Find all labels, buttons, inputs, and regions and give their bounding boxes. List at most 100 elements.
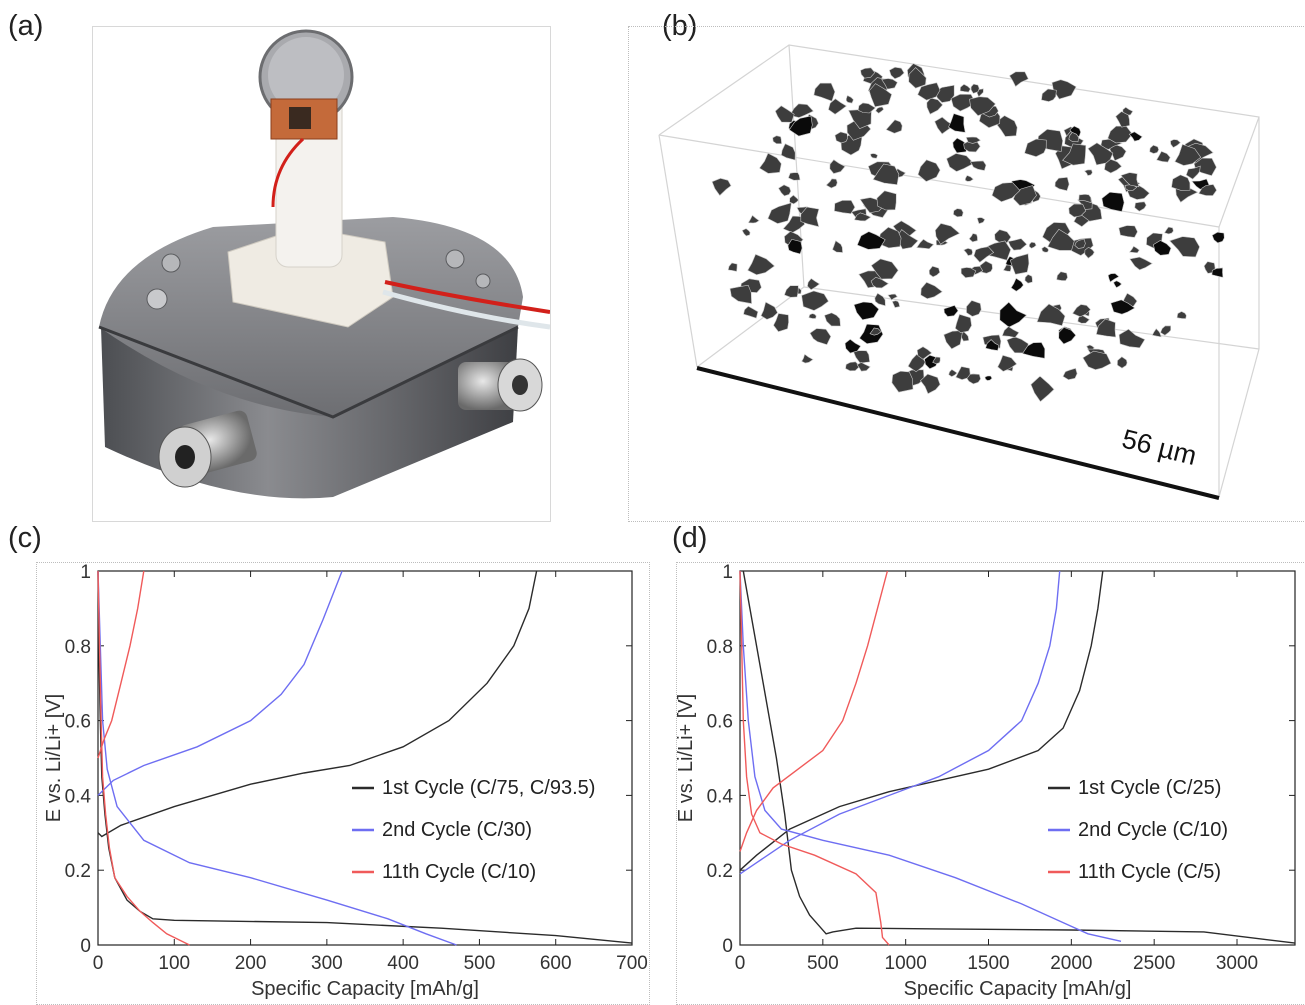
particle — [875, 106, 884, 114]
particle — [916, 238, 935, 250]
particle — [828, 98, 847, 115]
particle — [874, 292, 886, 307]
particle — [1078, 193, 1092, 204]
series-line-discharge — [97, 570, 457, 946]
particle — [991, 182, 1021, 203]
particle — [1054, 176, 1070, 192]
particle — [1084, 169, 1093, 176]
series-line-charge — [97, 570, 538, 838]
particle — [801, 353, 814, 364]
particle — [943, 330, 964, 350]
y-tick-label: 0.2 — [65, 861, 91, 882]
particle — [997, 354, 1018, 372]
particle — [1030, 375, 1055, 403]
particle — [994, 229, 1012, 244]
particle — [747, 253, 775, 276]
particle — [727, 262, 738, 272]
particle — [970, 83, 980, 94]
series-line-discharge — [742, 570, 1296, 944]
series-line-charge — [739, 570, 1104, 871]
particle — [985, 339, 1000, 351]
particle — [1164, 226, 1174, 235]
x-tick-label: 1000 — [885, 953, 927, 974]
particle — [1128, 131, 1143, 142]
particle — [917, 159, 941, 182]
particle — [1068, 203, 1087, 218]
particle — [952, 137, 968, 154]
y-tick-label: 0.6 — [65, 712, 91, 733]
particle — [966, 300, 982, 317]
particle — [1160, 325, 1172, 336]
particle — [1024, 274, 1033, 284]
particle — [1095, 318, 1117, 338]
particle — [1001, 326, 1020, 338]
particle — [1009, 253, 1030, 275]
x-tick-label: 1500 — [967, 953, 1009, 974]
particle — [1153, 240, 1172, 256]
particle — [729, 284, 752, 304]
particle — [1022, 342, 1046, 359]
particle — [1115, 111, 1130, 128]
particle — [1151, 328, 1162, 338]
x-tick-label: 600 — [540, 953, 572, 974]
tomography-render: 56 µm — [658, 44, 1260, 500]
series-line-charge — [97, 570, 343, 796]
particle — [948, 369, 958, 377]
particle — [926, 97, 944, 115]
particle — [1072, 304, 1091, 318]
particle — [801, 290, 829, 311]
particle — [955, 366, 971, 381]
particle — [824, 312, 841, 327]
y-axis-label: E vs. Li/Li+ [V] — [43, 694, 65, 822]
particle — [932, 356, 941, 365]
particle — [1134, 201, 1147, 212]
particle — [868, 83, 893, 108]
y-tick-label: 0 — [80, 936, 91, 957]
y-tick-label: 0.4 — [707, 786, 734, 807]
x-tick-label: 700 — [616, 953, 648, 974]
x-tick-label: 0 — [735, 953, 746, 974]
y-tick-label: 0.8 — [65, 637, 91, 658]
particle — [1104, 158, 1123, 174]
particle — [984, 375, 993, 381]
scale-label: 56 µm — [1119, 424, 1200, 471]
particle — [1051, 79, 1077, 100]
particle — [829, 159, 846, 174]
particle — [943, 305, 959, 317]
particle — [920, 281, 943, 300]
x-axis-label: Specific Capacity [mAh/g] — [251, 978, 479, 1000]
particle — [741, 228, 751, 237]
particle — [973, 246, 995, 263]
particle — [999, 301, 1028, 328]
particle — [1170, 139, 1181, 148]
knob-right — [458, 358, 543, 412]
particle — [813, 82, 836, 102]
particle — [788, 172, 801, 181]
particle — [953, 208, 964, 218]
particle — [807, 278, 821, 291]
legend-entry: 2nd Cycle (C/30) — [382, 819, 532, 841]
particle — [834, 199, 856, 215]
particle — [743, 305, 759, 319]
particle — [809, 328, 832, 345]
particle — [1041, 88, 1057, 102]
particle — [787, 238, 803, 255]
particle — [1198, 184, 1217, 196]
plot-area — [97, 570, 633, 946]
particle — [1068, 132, 1079, 143]
series-line-discharge — [97, 570, 633, 944]
x-tick-label: 200 — [235, 953, 267, 974]
particle — [780, 143, 796, 161]
particle — [870, 276, 889, 289]
particle — [964, 175, 974, 182]
x-tick-label: 500 — [807, 953, 839, 974]
particle — [834, 131, 848, 144]
particle — [759, 152, 782, 174]
particle — [1113, 280, 1123, 288]
series-line-discharge — [739, 570, 1122, 942]
x-tick-label: 500 — [464, 953, 496, 974]
particle — [934, 116, 955, 135]
particle — [1082, 350, 1112, 371]
particle — [1174, 144, 1202, 166]
particle — [1009, 71, 1029, 87]
